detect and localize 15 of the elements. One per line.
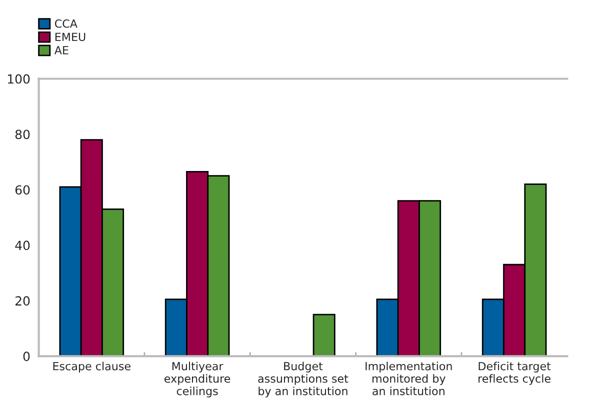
y-tick-label: 0	[23, 352, 30, 362]
x-tick-label: Budget assumptions set by an institution	[258, 362, 348, 398]
y-tick-label: 80	[15, 130, 30, 140]
x-tick-label: Implementation monitored by an institution	[366, 362, 452, 396]
legend-label: CCA	[54, 19, 78, 28]
legend-label: EMEU	[55, 32, 86, 42]
legend-label: AE	[54, 46, 68, 54]
y-tick-label: 60	[15, 185, 30, 195]
x-tick-label: Escape clause	[53, 362, 130, 372]
y-tick-label: 20	[15, 296, 30, 306]
x-tick-label: Multiyear expenditure ceilings	[164, 362, 230, 398]
y-tick-label: 100	[8, 74, 30, 84]
bar	[312, 314, 336, 356]
x-tick-label: Deficit target reflects cycle	[478, 362, 551, 385]
y-tick-label: 40	[15, 240, 30, 250]
